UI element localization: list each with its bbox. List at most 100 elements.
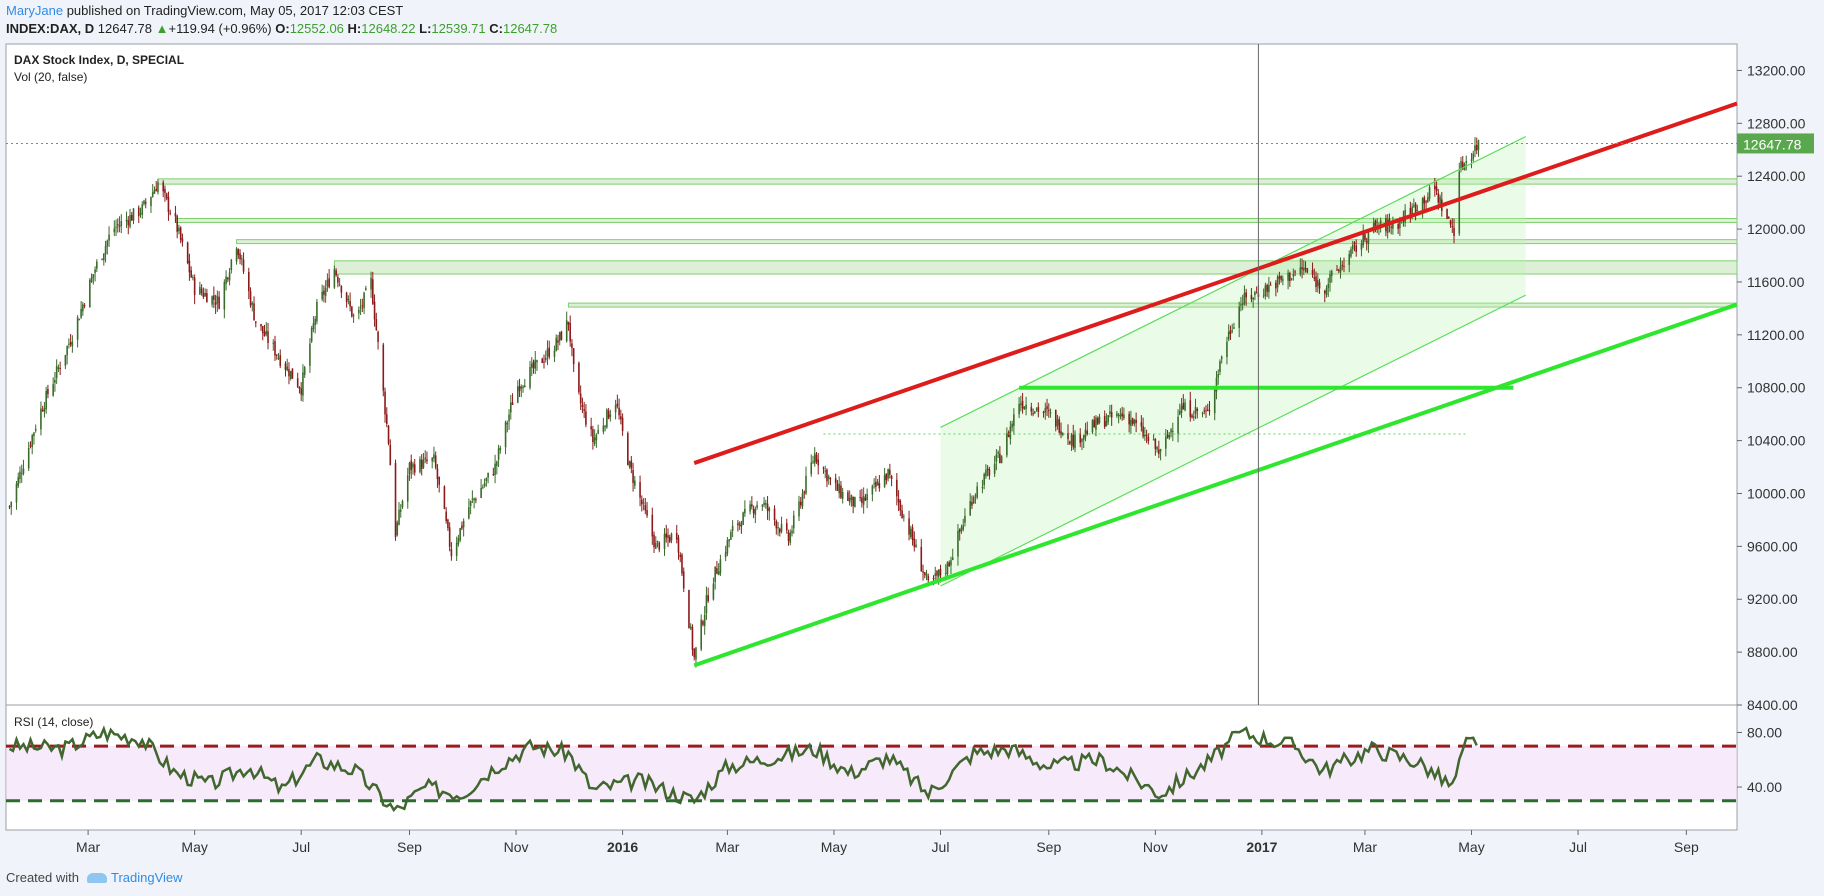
candle-body — [1133, 420, 1136, 424]
candle-body — [1093, 419, 1096, 428]
candle-body — [204, 292, 206, 297]
candle-body — [1318, 282, 1321, 289]
candle-body — [1311, 269, 1314, 275]
candle-body — [288, 369, 290, 377]
candle-body — [810, 462, 813, 475]
up-arrow-icon: ▲ — [155, 21, 169, 36]
candle-body — [389, 444, 392, 466]
candle-body — [66, 346, 68, 356]
candle-body — [565, 320, 568, 342]
candle-body — [1023, 407, 1026, 410]
candle-body — [265, 330, 268, 335]
candle-body — [803, 491, 806, 494]
candle-body — [1034, 411, 1036, 414]
candle-body — [413, 464, 416, 473]
candle-body — [578, 362, 580, 393]
candle-body — [190, 270, 192, 278]
candle-body — [508, 414, 510, 422]
candle-body — [165, 193, 168, 199]
close-label: C: — [489, 21, 503, 36]
candle-body — [1451, 225, 1454, 228]
candle-body — [1250, 294, 1253, 300]
candle-body — [1386, 219, 1389, 233]
candle-body — [448, 527, 451, 547]
candle-body — [1364, 234, 1366, 240]
candle-body — [419, 458, 421, 473]
candle-body — [1255, 292, 1258, 294]
tradingview-link[interactable]: TradingView — [110, 870, 183, 885]
candle-body — [455, 542, 458, 556]
change-value: +119.94 (+0.96%) — [168, 21, 272, 36]
candle-body — [859, 497, 861, 499]
candle-body — [602, 425, 605, 432]
candle-body — [1147, 436, 1150, 442]
footer: Created with TradingView — [6, 870, 183, 885]
candle-body — [785, 523, 788, 531]
candle-body — [567, 321, 570, 325]
candle-body — [1348, 254, 1351, 265]
candle-body — [939, 568, 942, 576]
candle-body — [206, 293, 208, 303]
candle-body — [908, 518, 910, 535]
author-link[interactable]: MaryJane — [6, 3, 64, 18]
candle-body — [242, 259, 245, 272]
candle-body — [202, 292, 205, 298]
candle-body — [300, 388, 302, 395]
time-tick-label: Nov — [504, 839, 529, 855]
candle-body — [841, 491, 844, 499]
candle-body — [40, 408, 42, 430]
candle-body — [352, 315, 355, 317]
candle-body — [1196, 408, 1199, 411]
candle-body — [815, 454, 818, 462]
price-axis[interactable]: 13200.00 12800.00 12400.00 12000.00 11600.00… — [1737, 62, 1814, 795]
candle-body — [461, 525, 463, 529]
candle-body — [1315, 276, 1317, 288]
candle-body — [751, 504, 753, 507]
candle-body — [726, 540, 729, 554]
candle-body — [340, 286, 343, 293]
candle-body — [583, 409, 585, 411]
candle-body — [316, 301, 318, 322]
candle-body — [483, 483, 486, 486]
candle-body — [840, 485, 842, 498]
candle-body — [69, 342, 72, 345]
candle-body — [192, 276, 194, 279]
candle-body — [1177, 416, 1179, 434]
candle-body — [385, 414, 388, 424]
candle-body — [1158, 449, 1160, 455]
candle-body — [324, 287, 327, 296]
candle-body — [1105, 421, 1108, 427]
candle-body — [228, 272, 231, 281]
candle-body — [1206, 409, 1209, 411]
candle-body — [1030, 407, 1033, 412]
time-axis[interactable]: Mar May Jul Sep Nov 2016 Mar May Jul Sep Nov 2017 Ma… — [76, 830, 1699, 855]
candle-body — [139, 213, 142, 215]
candle-body — [1365, 241, 1368, 243]
candle-body — [737, 523, 739, 526]
candle-body — [462, 520, 465, 528]
candle-body — [1421, 198, 1424, 210]
candle-body — [911, 527, 914, 541]
last-price: 12647.78 — [97, 21, 152, 36]
candle-body — [33, 432, 35, 437]
candle-body — [399, 509, 402, 512]
candle-body — [604, 426, 606, 428]
candle-body — [985, 469, 987, 477]
candle-body — [249, 291, 252, 306]
candle-body — [861, 497, 863, 503]
candle-body — [738, 522, 741, 526]
close-value: 12647.78 — [502, 21, 558, 36]
candle-body — [1107, 415, 1109, 423]
candle-body — [1414, 203, 1417, 213]
rsi-layer — [6, 725, 1737, 813]
candle-body — [373, 301, 376, 320]
candle-body — [174, 213, 177, 217]
candle-body — [487, 472, 489, 478]
candle-body — [1046, 406, 1048, 409]
candle-body — [19, 471, 21, 480]
candle-body — [993, 463, 996, 474]
candle-body — [995, 454, 998, 462]
candle-body — [754, 508, 757, 515]
candle-body — [1413, 205, 1415, 207]
